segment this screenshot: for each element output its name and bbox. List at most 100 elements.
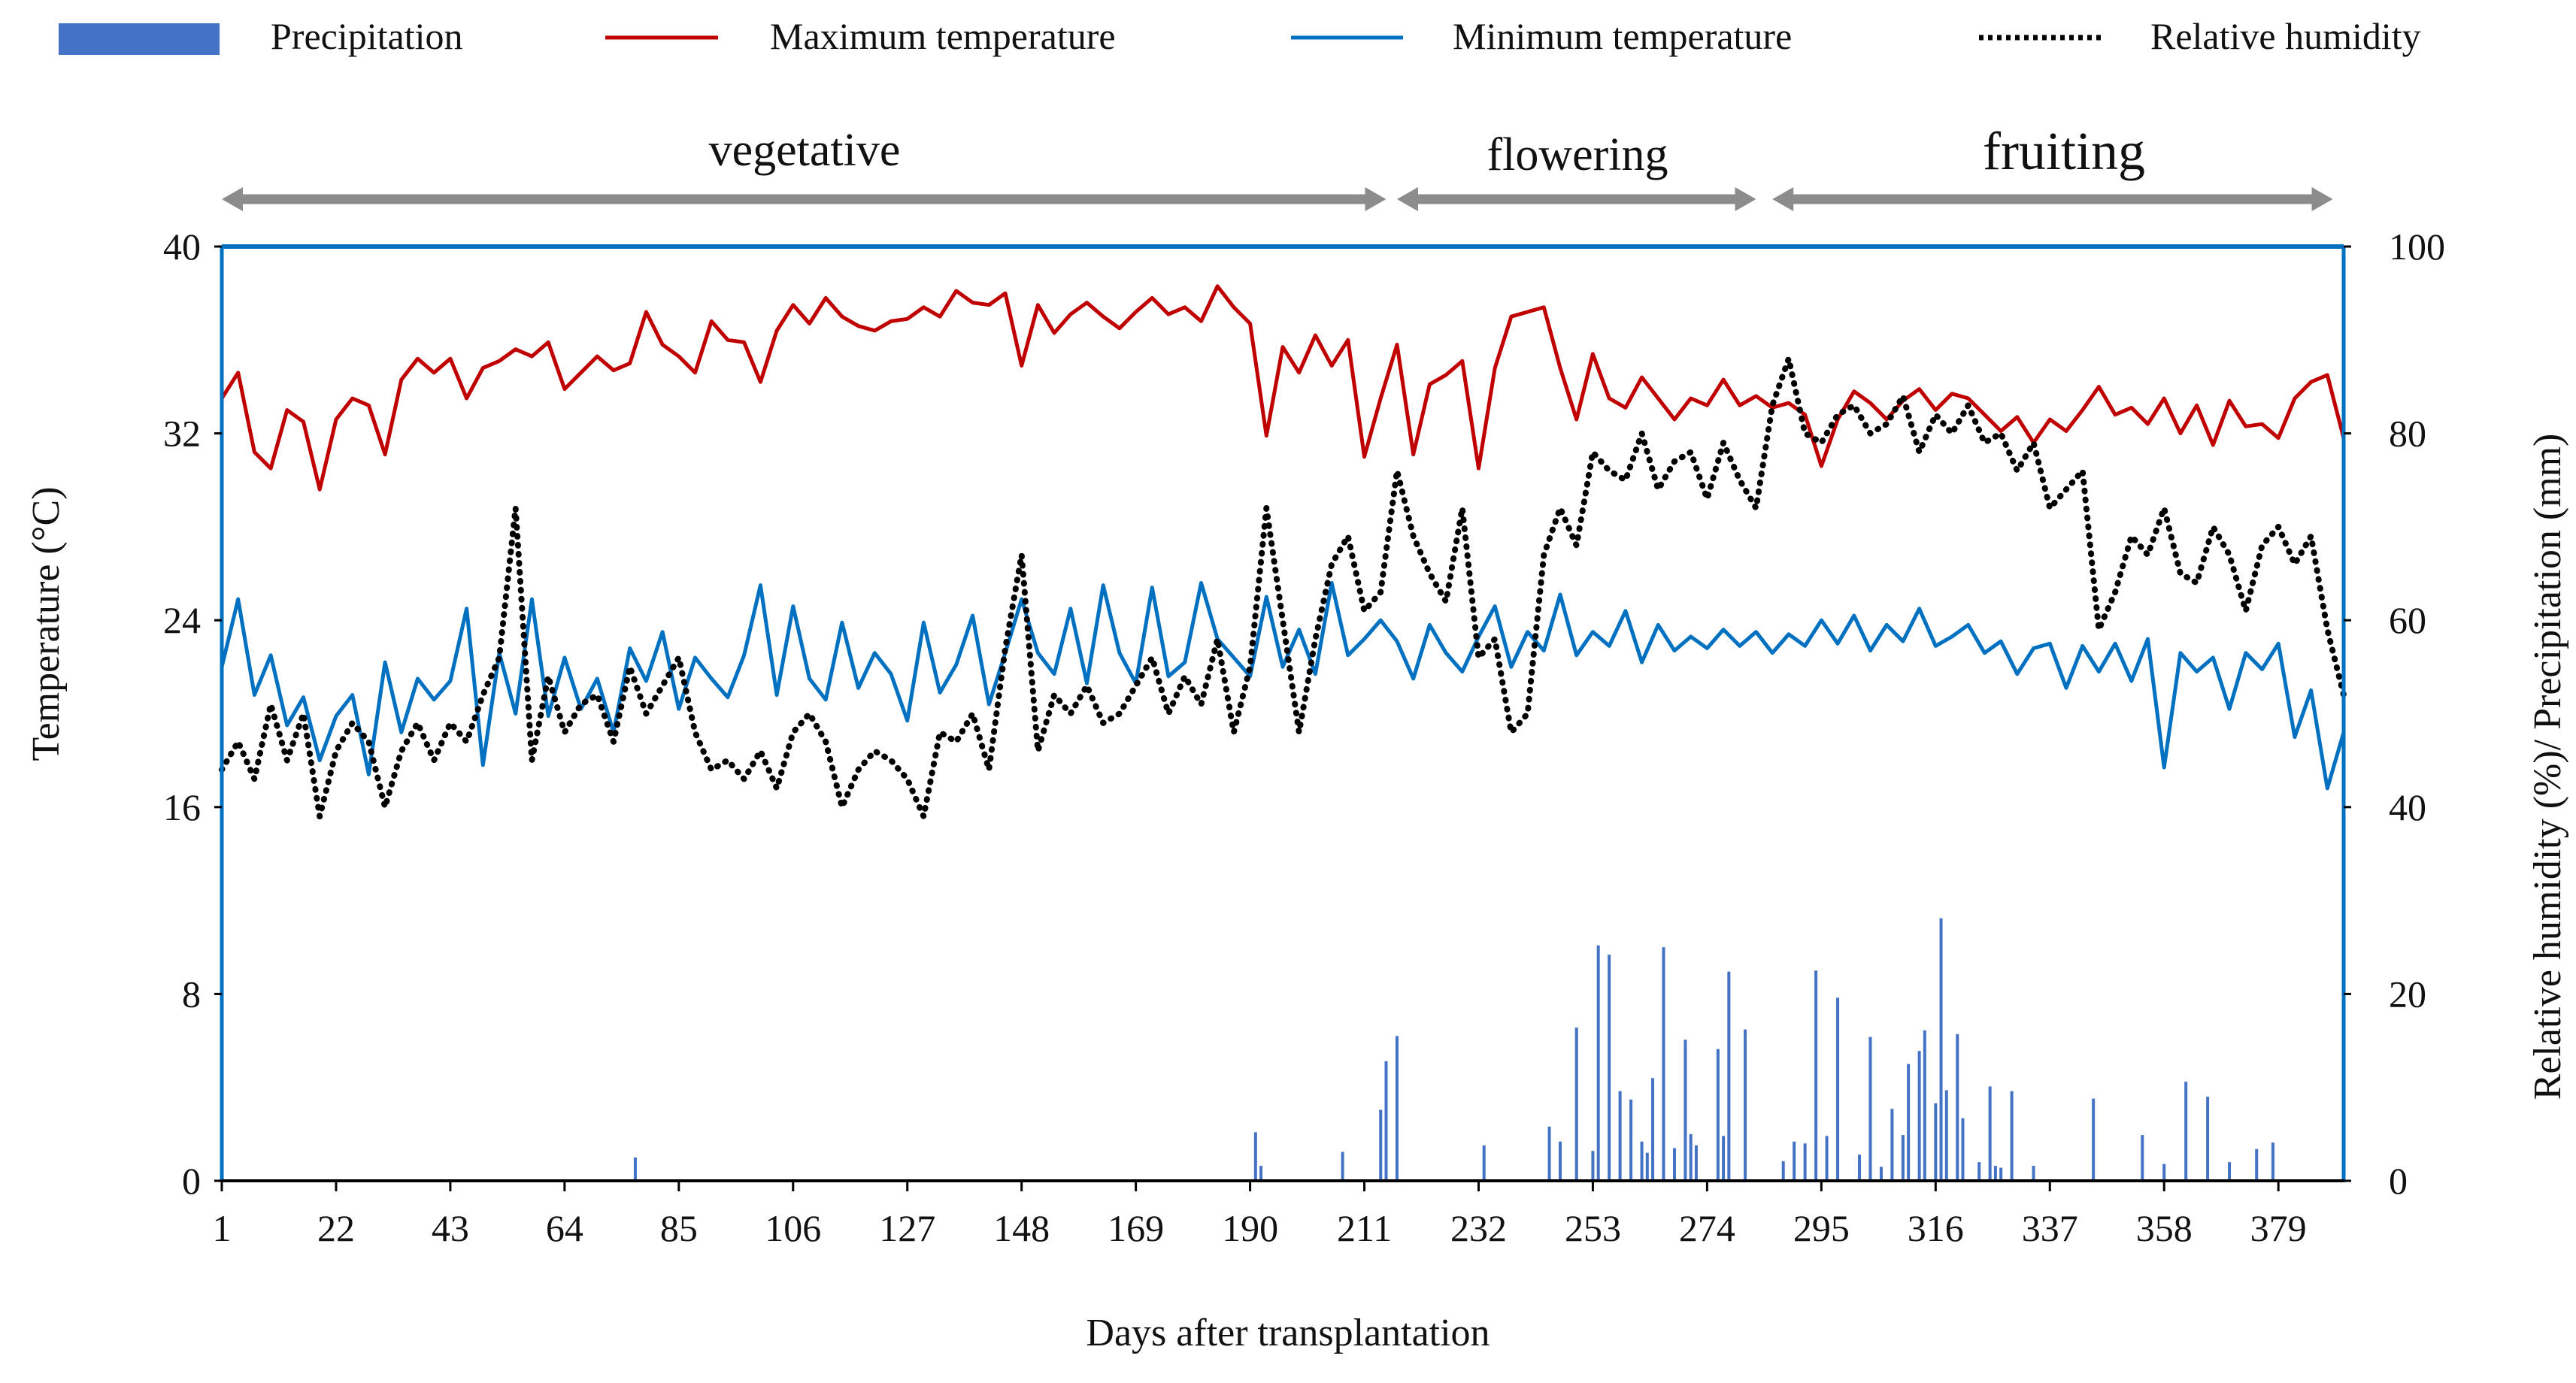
precipitation-bar — [1645, 1152, 1649, 1181]
precipitation-bar — [2228, 1162, 2232, 1181]
x-tick-label: 211 — [1337, 1207, 1392, 1249]
precipitation-bar — [1618, 1091, 1622, 1181]
precipitation-bar — [1253, 1132, 1257, 1181]
y-axis-right-title: Relative humidity (%)/ Precipitation (mm… — [2526, 434, 2569, 1100]
y-left-tick-label: 16 — [163, 786, 201, 828]
precipitation-bar — [2184, 1082, 2188, 1181]
precipitation-bar — [1574, 1027, 1578, 1181]
x-tick-label: 127 — [879, 1207, 935, 1249]
precipitation-bar — [1608, 955, 1611, 1181]
precipitation-bar — [1781, 1161, 1785, 1181]
precipitation-bar — [2255, 1148, 2259, 1181]
precipitation-bar — [1836, 997, 1840, 1181]
legend-min-temp-label: Minimum temperature — [1453, 15, 1792, 57]
phase-arrow-flowering — [1396, 187, 1756, 211]
precipitation-bar — [1793, 1141, 1796, 1181]
x-tick-label: 190 — [1222, 1207, 1278, 1249]
precipitation-bar — [1917, 1051, 1921, 1181]
plot-area — [219, 284, 2347, 1181]
x-tick-label: 295 — [1793, 1207, 1850, 1249]
x-tick-label: 316 — [1908, 1207, 1964, 1249]
precipitation-bar — [1939, 918, 1943, 1181]
precipitation-bar — [1379, 1109, 1383, 1181]
precipitation-bar — [1901, 1135, 1905, 1181]
precipitation-bar — [1825, 1136, 1829, 1181]
x-tick-label: 43 — [432, 1207, 469, 1249]
y-right-tick-label: 60 — [2389, 599, 2426, 641]
y-right-tick-label: 80 — [2389, 413, 2426, 455]
precipitation-bar — [1640, 1141, 1644, 1181]
y-right-tick-label: 20 — [2389, 973, 2426, 1015]
precipitation-bar — [1716, 1049, 1720, 1181]
y-right-tick-label: 0 — [2389, 1160, 2408, 1202]
precipitation-bar — [1482, 1145, 1486, 1181]
y-left-tick-label: 40 — [163, 225, 201, 268]
precipitation-bar — [1907, 1064, 1911, 1181]
phase-arrow-head-left — [222, 187, 243, 211]
precipitation-bars — [633, 918, 2274, 1181]
precipitation-bar — [1259, 1166, 1263, 1181]
legend: Precipitation Maximum temperature Minimu… — [59, 15, 2421, 57]
x-tick-label: 1 — [213, 1207, 232, 1249]
precipitation-bar — [1694, 1145, 1698, 1181]
phase-annotations: vegetative flowering fruiting — [709, 121, 2145, 181]
precipitation-bar — [1651, 1078, 1655, 1181]
precipitation-bar — [2032, 1166, 2035, 1181]
x-tick-label: 22 — [317, 1207, 355, 1249]
axes: 0 8 16 24 32 40 0 20 40 60 80 100 1 22 43 64 85 106 127 148… — [163, 187, 2445, 1249]
precipitation-bar — [1689, 1133, 1693, 1181]
precipitation-bar — [2206, 1097, 2210, 1181]
series-line-relative-humidity — [219, 356, 2347, 820]
precipitation-bar — [1879, 1167, 1883, 1181]
legend-precipitation-label: Precipitation — [271, 15, 463, 57]
phase-arrow-fruiting — [1772, 187, 2333, 211]
precipitation-bar — [633, 1157, 637, 1181]
x-tick-label: 274 — [1679, 1207, 1735, 1249]
phase-arrow-head-right — [1365, 187, 1386, 211]
y-right-tick-label: 100 — [2389, 225, 2445, 268]
precipitation-bar — [2141, 1135, 2144, 1181]
x-tick-label: 337 — [2022, 1207, 2078, 1249]
precipitation-bar — [1662, 947, 1665, 1181]
precipitation-bar — [1722, 1136, 1726, 1181]
precipitation-bar — [1341, 1151, 1344, 1181]
precipitation-bar — [1547, 1126, 1551, 1181]
precipitation-bar — [1993, 1166, 1997, 1181]
x-tick-label: 379 — [2250, 1207, 2307, 1249]
legend-humidity-label: Relative humidity — [2150, 15, 2421, 57]
precipitation-bar — [1977, 1162, 1981, 1181]
x-tick-label: 358 — [2136, 1207, 2193, 1249]
precipitation-bar — [1999, 1167, 2003, 1181]
phase-arrow-head-right — [1735, 187, 1756, 211]
precipitation-bar — [1934, 1103, 1938, 1181]
precipitation-bar — [1727, 971, 1731, 1181]
precipitation-bar — [1803, 1143, 1807, 1181]
precipitation-bar — [1868, 1036, 1872, 1181]
y-left-tick-label: 32 — [163, 413, 201, 455]
phase-arrow-head-left — [1772, 187, 1794, 211]
x-tick-label: 106 — [765, 1207, 821, 1249]
y-axis-left-title: Temperature (°C) — [25, 486, 68, 761]
phase-label-fruiting: fruiting — [1983, 121, 2145, 181]
precipitation-bar — [1384, 1061, 1388, 1181]
precipitation-bar — [1629, 1099, 1633, 1181]
x-tick-label: 169 — [1108, 1207, 1164, 1249]
precipitation-bar — [1744, 1029, 1747, 1181]
precipitation-bar — [1961, 1118, 1965, 1181]
phase-arrow-vegetative — [222, 187, 1386, 211]
precipitation-bar — [1591, 1151, 1595, 1181]
y-left-tick-label: 0 — [182, 1160, 201, 1202]
precipitation-bar — [2092, 1098, 2096, 1181]
precipitation-bar — [1944, 1090, 1948, 1181]
precipitation-bar — [1956, 1033, 1959, 1181]
x-tick-label: 232 — [1450, 1207, 1507, 1249]
precipitation-bar — [1683, 1040, 1687, 1181]
y-left-tick-label: 8 — [182, 973, 201, 1015]
x-tick-label: 148 — [993, 1207, 1050, 1249]
phase-arrow-head-right — [2311, 187, 2333, 211]
phase-label-vegetative: vegetative — [709, 125, 901, 176]
precipitation-bar — [2010, 1091, 2014, 1181]
x-axis-title: Days after transplantation — [1086, 1312, 1490, 1354]
precipitation-bar — [2271, 1142, 2274, 1181]
